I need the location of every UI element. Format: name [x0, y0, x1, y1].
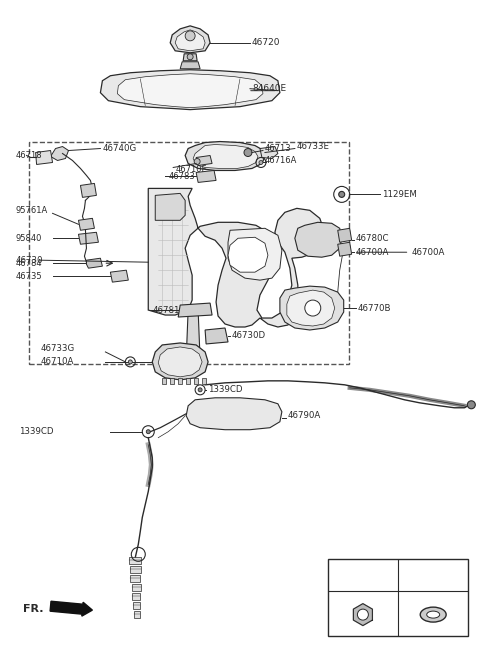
Polygon shape	[155, 194, 185, 220]
Text: 46780C: 46780C	[356, 234, 389, 243]
Polygon shape	[148, 188, 325, 327]
Circle shape	[146, 430, 150, 434]
Polygon shape	[287, 290, 335, 326]
Circle shape	[187, 54, 193, 60]
Polygon shape	[178, 378, 182, 384]
Polygon shape	[205, 328, 228, 344]
Text: 46710A: 46710A	[41, 358, 74, 367]
Polygon shape	[186, 310, 200, 360]
Text: 46713: 46713	[265, 144, 291, 153]
Text: 46730D: 46730D	[232, 331, 266, 340]
Text: 1022CA: 1022CA	[347, 570, 379, 579]
Polygon shape	[180, 62, 200, 69]
Circle shape	[244, 148, 252, 157]
Circle shape	[468, 401, 475, 409]
Text: 84640E: 84640E	[252, 84, 286, 93]
Polygon shape	[280, 286, 344, 330]
Text: 1129EM: 1129EM	[382, 190, 417, 199]
Polygon shape	[78, 232, 98, 244]
Text: 1339CD: 1339CD	[208, 385, 242, 394]
Polygon shape	[260, 146, 278, 159]
Polygon shape	[338, 228, 352, 242]
Polygon shape	[196, 155, 212, 165]
Polygon shape	[170, 378, 174, 384]
Polygon shape	[81, 184, 96, 197]
Polygon shape	[353, 604, 372, 626]
Text: 46730: 46730	[16, 256, 43, 265]
Polygon shape	[175, 30, 205, 51]
Text: 46770B: 46770B	[358, 304, 391, 312]
Text: 46710F: 46710F	[175, 165, 206, 174]
Circle shape	[185, 31, 195, 41]
Text: 95840: 95840	[16, 234, 42, 243]
Ellipse shape	[420, 607, 446, 622]
Circle shape	[194, 159, 200, 165]
Polygon shape	[86, 258, 102, 268]
Polygon shape	[186, 398, 282, 430]
Polygon shape	[194, 378, 198, 384]
Polygon shape	[130, 575, 140, 583]
Text: 46740G: 46740G	[102, 144, 137, 153]
Text: FR.: FR.	[23, 604, 43, 614]
Text: 46790A: 46790A	[288, 411, 321, 420]
Polygon shape	[78, 218, 95, 230]
Polygon shape	[36, 150, 52, 165]
Text: 1351GA: 1351GA	[417, 570, 449, 579]
Polygon shape	[129, 558, 141, 564]
Polygon shape	[158, 347, 202, 377]
Text: 46733E: 46733E	[297, 142, 330, 151]
Text: 46735: 46735	[16, 272, 42, 281]
Text: 46700A: 46700A	[411, 248, 445, 256]
Polygon shape	[183, 54, 197, 61]
Polygon shape	[110, 270, 128, 282]
Polygon shape	[134, 611, 140, 618]
Polygon shape	[152, 343, 208, 380]
Polygon shape	[185, 142, 265, 171]
Text: 95761A: 95761A	[16, 206, 48, 215]
Bar	[29, 142, 348, 364]
Polygon shape	[178, 303, 212, 317]
Circle shape	[198, 388, 202, 392]
Polygon shape	[133, 602, 140, 609]
Text: 46784: 46784	[16, 258, 42, 268]
Polygon shape	[162, 378, 166, 384]
FancyArrow shape	[50, 602, 92, 616]
Circle shape	[259, 161, 263, 165]
Polygon shape	[196, 171, 216, 182]
Polygon shape	[295, 222, 342, 257]
Text: 46720: 46720	[252, 38, 280, 47]
Bar	[328, 560, 468, 636]
Circle shape	[339, 192, 345, 197]
Polygon shape	[130, 566, 141, 573]
Circle shape	[305, 300, 321, 316]
Text: 46783: 46783	[168, 172, 195, 181]
Text: 1339CD: 1339CD	[19, 427, 53, 436]
Circle shape	[358, 609, 368, 620]
Text: 46733G: 46733G	[41, 344, 75, 354]
Polygon shape	[186, 378, 190, 384]
Text: 46700A: 46700A	[356, 248, 389, 256]
Polygon shape	[100, 70, 280, 110]
Polygon shape	[228, 237, 268, 272]
Polygon shape	[193, 144, 258, 169]
Text: 46718: 46718	[16, 151, 42, 160]
Ellipse shape	[427, 611, 440, 618]
Polygon shape	[132, 593, 140, 600]
Circle shape	[128, 360, 132, 364]
Polygon shape	[170, 26, 210, 52]
Polygon shape	[338, 242, 352, 256]
Polygon shape	[132, 584, 141, 591]
Text: 46781A: 46781A	[152, 306, 186, 315]
Polygon shape	[228, 228, 282, 280]
Polygon shape	[117, 73, 263, 108]
Polygon shape	[202, 378, 206, 384]
Polygon shape	[50, 146, 69, 161]
Text: 46716A: 46716A	[265, 156, 297, 165]
